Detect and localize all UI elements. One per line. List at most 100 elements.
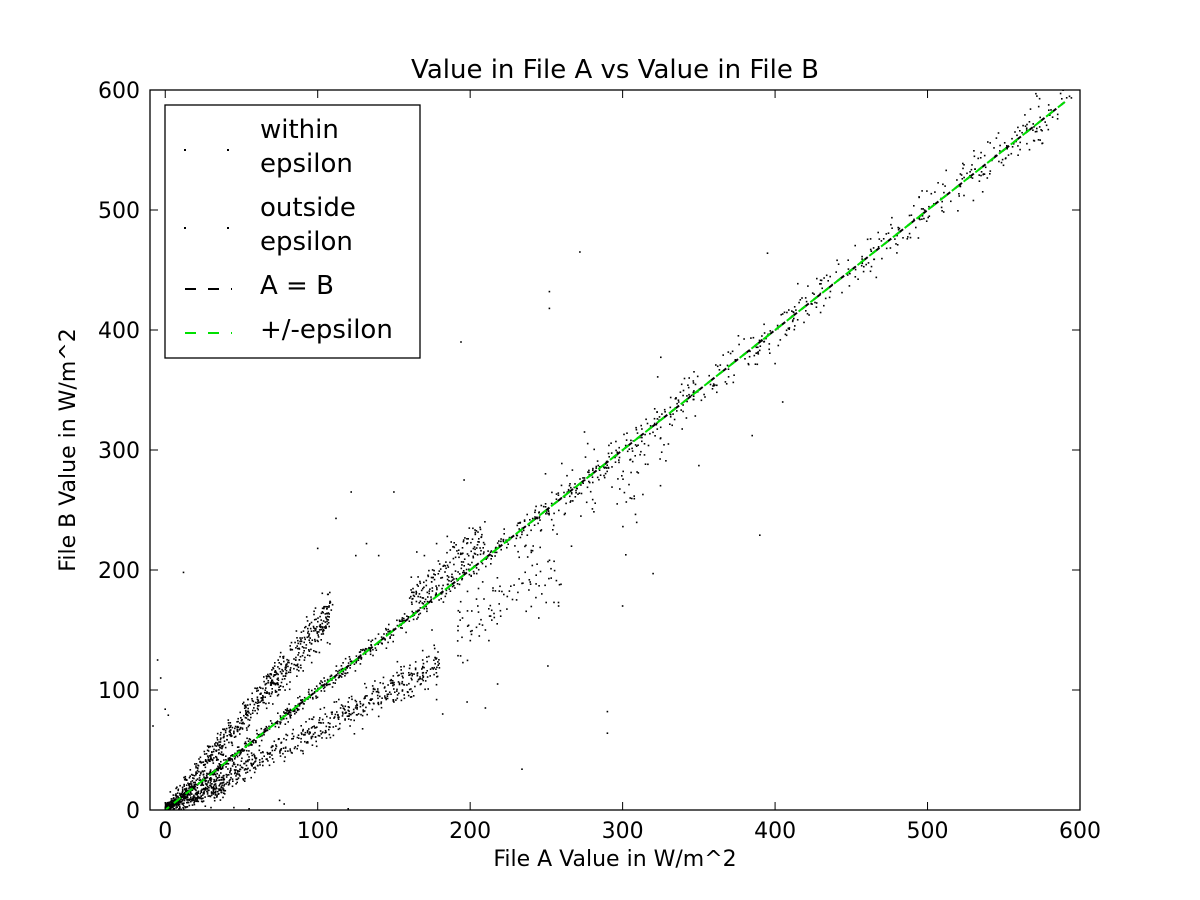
data-point	[460, 552, 462, 555]
data-point	[209, 778, 211, 781]
data-point	[380, 701, 383, 703]
data-point	[350, 713, 352, 716]
data-point	[268, 693, 271, 695]
data-point	[257, 699, 260, 701]
data-point	[566, 491, 569, 493]
data-point	[475, 530, 478, 532]
data-point	[550, 502, 553, 505]
data-point	[274, 683, 277, 685]
y-axis-label: File B Value in W/m^2	[56, 328, 81, 571]
data-point	[334, 713, 337, 716]
data-point	[329, 736, 332, 739]
data-point	[441, 576, 444, 579]
data-point	[435, 672, 438, 674]
data-point	[198, 770, 200, 773]
data-point	[323, 626, 326, 628]
data-point	[284, 709, 287, 711]
data-point	[172, 805, 175, 807]
data-point	[184, 806, 187, 809]
data-point	[193, 777, 195, 780]
data-point	[716, 365, 719, 368]
data-point	[252, 741, 255, 744]
data-point	[214, 780, 217, 783]
data-point	[347, 662, 350, 664]
data-point	[808, 314, 810, 316]
data-point	[420, 683, 422, 685]
data-point	[379, 682, 382, 684]
data-point	[374, 688, 376, 691]
data-point	[492, 589, 494, 592]
data-point	[215, 775, 217, 778]
data-point	[462, 540, 465, 543]
data-point	[303, 647, 305, 649]
data-point	[588, 471, 590, 474]
data-point	[325, 617, 328, 620]
data-point	[521, 582, 523, 585]
data-point	[239, 768, 241, 771]
data-point	[1050, 109, 1052, 111]
data-point	[743, 338, 745, 340]
data-point	[279, 689, 281, 691]
data-point	[591, 476, 594, 478]
data-point	[356, 708, 358, 710]
data-point	[199, 756, 202, 759]
data-point	[863, 265, 865, 268]
data-point	[219, 799, 222, 801]
data-point	[960, 174, 963, 176]
data-point	[175, 793, 177, 795]
data-point	[313, 692, 316, 694]
data-point	[164, 708, 166, 710]
data-point	[261, 751, 264, 753]
data-point	[196, 784, 199, 786]
data-point	[279, 716, 282, 719]
data-point	[251, 754, 253, 757]
data-point	[320, 612, 323, 615]
data-point	[644, 463, 647, 465]
data-point	[238, 770, 241, 773]
data-point	[406, 615, 408, 617]
data-point	[349, 664, 352, 666]
data-point	[583, 477, 586, 479]
data-point	[234, 725, 237, 728]
data-point	[923, 217, 925, 220]
data-point	[183, 783, 185, 786]
data-point	[181, 790, 184, 792]
data-point	[362, 703, 365, 706]
data-point	[177, 803, 179, 806]
data-point	[431, 629, 433, 631]
data-point	[262, 695, 264, 697]
data-point	[216, 744, 219, 746]
data-point	[233, 732, 235, 735]
data-point	[319, 623, 322, 626]
data-point	[523, 519, 526, 521]
data-point	[431, 587, 434, 589]
data-point	[306, 730, 309, 732]
data-point	[313, 618, 316, 621]
data-point	[438, 667, 441, 669]
data-point	[415, 590, 417, 593]
data-point	[235, 766, 237, 768]
data-point	[468, 527, 471, 529]
data-point	[200, 772, 202, 775]
data-point	[274, 671, 276, 673]
data-point	[861, 255, 863, 258]
data-point	[785, 334, 788, 337]
data-point	[314, 628, 316, 630]
data-point	[386, 697, 389, 700]
data-point	[478, 623, 481, 625]
data-point	[283, 711, 285, 713]
data-point	[466, 542, 469, 544]
data-point	[744, 358, 746, 360]
data-point	[463, 565, 465, 567]
data-point	[372, 690, 375, 693]
data-point	[396, 660, 399, 663]
data-point	[998, 160, 1000, 163]
data-point	[478, 541, 480, 543]
data-point	[439, 568, 442, 570]
data-point	[1032, 123, 1034, 125]
data-point	[410, 589, 412, 591]
data-point	[244, 709, 247, 712]
data-point	[442, 565, 444, 567]
data-point	[283, 760, 286, 763]
data-point	[331, 711, 333, 713]
